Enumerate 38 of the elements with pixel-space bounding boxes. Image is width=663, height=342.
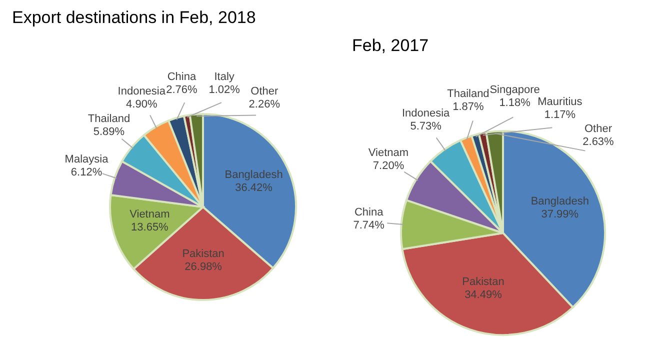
data-label: 6.12% <box>70 166 102 178</box>
slice-label: Thailand <box>88 113 130 126</box>
slice-label: Vietnam <box>368 147 409 160</box>
chart-title: Export destinations in Feb, 2018 <box>12 8 256 28</box>
data-label: 34.49% <box>464 288 502 301</box>
slice-label: Thailand <box>447 88 490 100</box>
data-label: 37.99% <box>541 208 579 220</box>
data-label: 7.74% <box>353 220 385 232</box>
data-label: 7.20% <box>372 160 404 172</box>
data-label: 1.87% <box>452 100 484 113</box>
data-label: 5.89% <box>93 126 125 138</box>
slice-label: Other <box>584 122 612 135</box>
data-label: 1.18% <box>499 96 531 109</box>
slice-label: Singapore <box>490 84 540 96</box>
data-label: 36.42% <box>235 182 273 194</box>
slice-label: Italy <box>214 71 235 84</box>
slice-label: Other <box>250 86 278 98</box>
slice-label: Bangladesh <box>224 168 283 181</box>
slice-label: Pakistan <box>182 248 224 260</box>
slice-label: Mauritius <box>538 96 583 108</box>
slice-label: China <box>167 71 197 84</box>
data-label: 5.73% <box>410 120 442 133</box>
data-label: 1.02% <box>208 84 240 96</box>
data-label: 2.76% <box>166 84 198 96</box>
data-label: 13.65% <box>131 221 169 234</box>
slice-label: Pakistan <box>462 276 504 288</box>
data-label: 1.17% <box>544 109 576 121</box>
chart-title: Feb, 2017 <box>352 36 429 56</box>
data-label: 26.98% <box>184 260 222 273</box>
slice-label: Indonesia <box>118 86 166 98</box>
slice-label: Vietnam <box>130 208 170 220</box>
slice-label: Indonesia <box>402 108 451 120</box>
data-label: 2.26% <box>248 98 280 111</box>
data-label: 4.90% <box>126 98 158 111</box>
slice-label: Bangladesh <box>530 195 589 208</box>
slice-label: Malaysia <box>64 153 110 166</box>
data-label: 2.63% <box>582 136 614 148</box>
slice-label: China <box>354 206 384 219</box>
